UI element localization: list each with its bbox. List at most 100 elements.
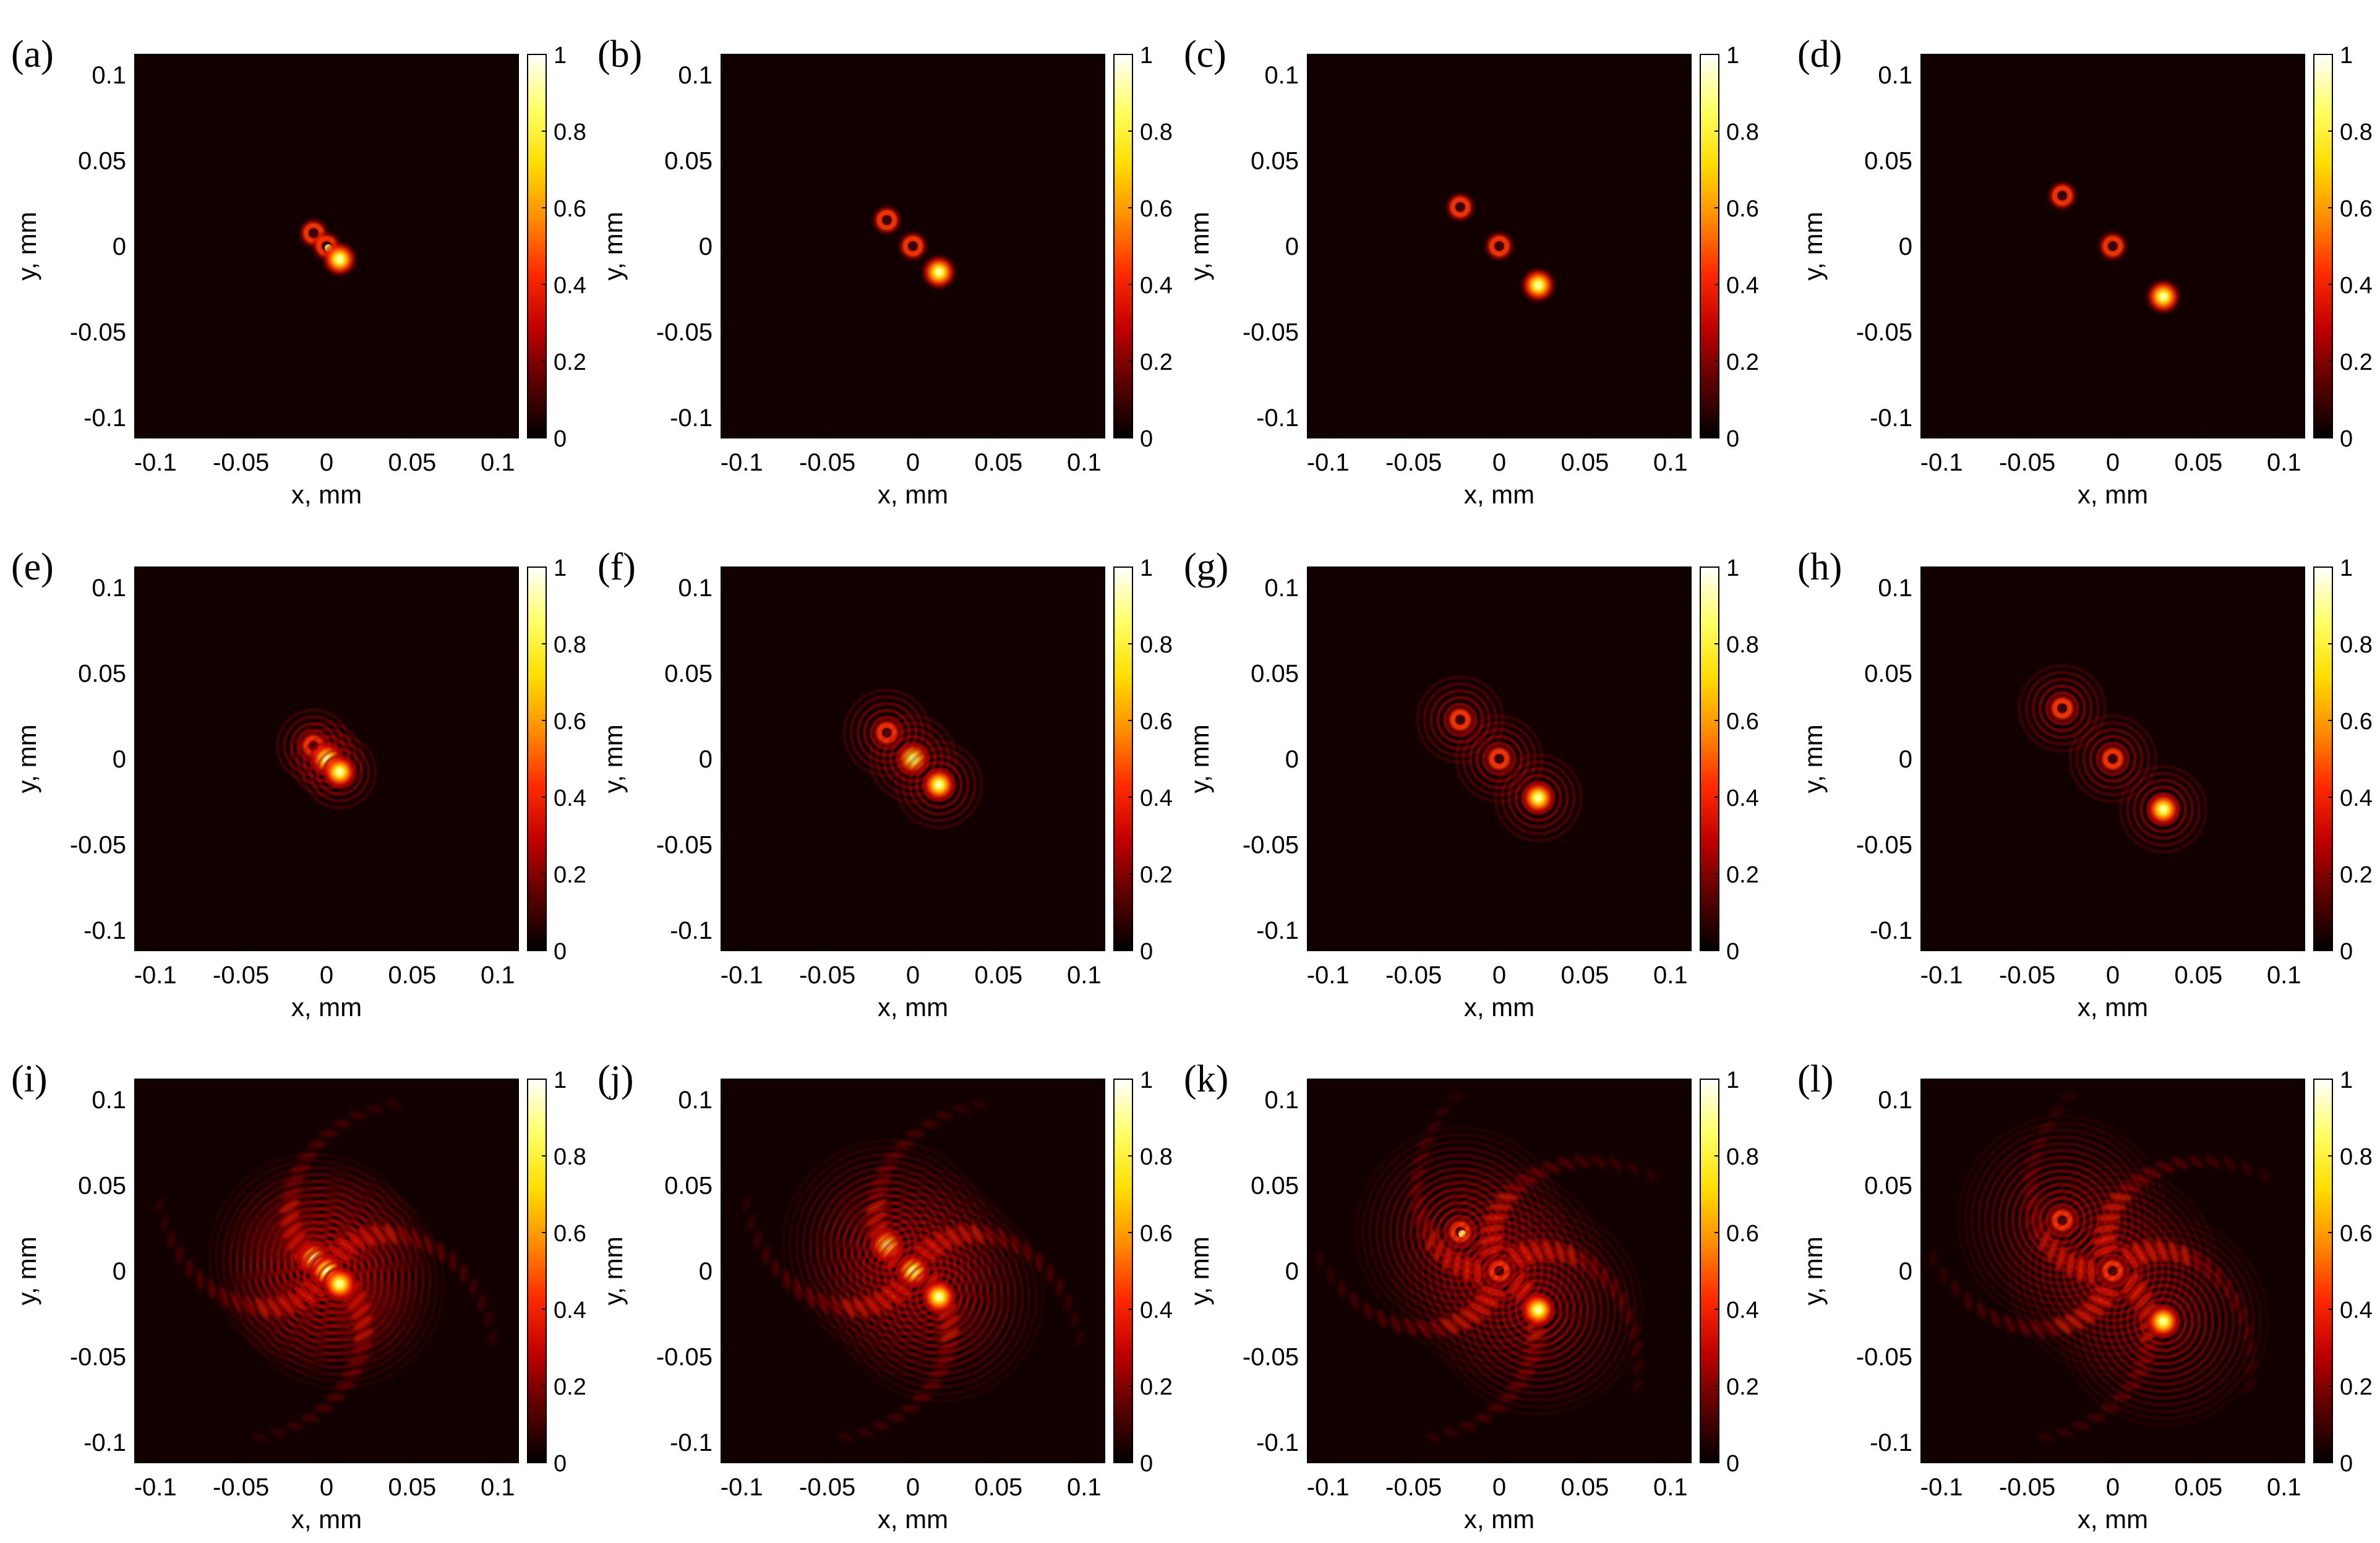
x-tick-label: 0 [2106,449,2120,476]
beam-spot [2119,765,2208,854]
diffraction-ring [868,1226,957,1315]
y-tick-label: 0.1 [1264,62,1299,89]
colorbar-tick-label: 1 [1140,43,1153,69]
colorbar-gradient [2313,54,2333,438]
bright-peak [920,1278,958,1316]
beam-spot [1494,753,1583,842]
arm-fringe [2023,1181,2039,1197]
x-tick-label: 0 [2106,1474,2120,1501]
arm-fringe [477,1293,486,1311]
intensity-field [1416,675,1583,842]
arm-fringe [307,1140,328,1148]
colorbar: 1 0.8 0.6 0.4 0.2 0 [1113,43,1173,452]
arm-fringe [782,1270,790,1290]
panel-h: (h) -0.1 -0.05 0 0.05 0.1 0.1 0.05 0 -0.05 -0.1 x, … [1797,546,2373,1022]
arm-fringe [1418,1137,1434,1148]
colorbar-gradient [527,566,547,951]
colorbar: 1 0.8 0.6 0.4 0.2 0 [527,1067,586,1477]
colorbar-tick-label: 0 [554,426,567,452]
diffraction-ring [302,1246,377,1322]
x-tick-label: 0.05 [974,962,1022,989]
diffraction-ring [315,1260,364,1308]
x-tick-label: 0.05 [1560,1474,1609,1501]
diffraction-ring [2024,670,2100,746]
y-tick-label: 0.05 [1251,1173,1299,1200]
bright-peak [321,753,359,791]
colorbar-tick-label: 0.6 [1726,196,1759,222]
arm-fringe [1475,1294,1500,1307]
beam-spot [897,230,929,262]
colorbar-tick-label: 0.2 [2340,1374,2373,1400]
y-tick-label: -0.05 [656,831,713,858]
diffraction-ring [2068,714,2157,803]
arm-fringe [2047,1238,2058,1262]
diffraction-ring [908,1266,970,1328]
arm-fringe [2088,1294,2113,1307]
diffraction-ring [2092,1250,2235,1393]
beam-spot [1444,190,1476,223]
vortex-core [2108,241,2118,251]
diffraction-ring [1361,1133,1559,1331]
x-tick-label: 0 [320,1474,333,1501]
arm-fringe [1631,1378,1643,1393]
panel-c: (c) -0.1 -0.05 0 0.05 0.1 0.1 0.05 0 -0.05 -0.1 x, … [1184,33,1759,509]
colorbar-tick-label: 0.8 [2340,1144,2373,1170]
diffraction-ring [1475,1247,1523,1295]
arm-fringe [865,1200,887,1213]
diffraction-ring [221,1166,406,1350]
colorbar-tick-label: 1 [2340,1067,2353,1093]
diffraction-ring [249,1193,379,1323]
diffraction-ring [842,1200,931,1289]
diffraction-ring [241,1185,439,1383]
arm-fringe [2023,1166,2039,1181]
diffraction-ring [283,1227,345,1289]
beam-spot [1956,1114,2168,1326]
colorbar-gradient [1113,1079,1133,1463]
x-tick-label: 0.1 [1653,962,1688,989]
y-tick-label: -0.05 [656,1343,713,1370]
y-tick-label: -0.1 [83,1429,126,1456]
arm-fringe [207,1279,216,1300]
arm-fringe [1410,1195,1426,1212]
diffraction-ring [875,721,951,797]
arm-fringe [2129,1174,2151,1184]
diffraction-ring [1441,1213,1557,1329]
x-tick-label: 0.1 [2267,449,2301,476]
colorbar-tick-label: 0 [2340,426,2353,452]
diffraction-ring [215,1159,413,1357]
diffraction-ring [2021,1179,2205,1363]
arm-fringe [1390,1314,1402,1333]
arm-fringe [384,1223,398,1245]
diffraction-ring [296,728,357,790]
arm-fringe [1567,1244,1577,1268]
diffraction-ring [309,1253,370,1315]
diffraction-ring [2031,677,2093,739]
arm-fringe [944,1226,962,1247]
y-tick-label: 0 [699,233,713,260]
arm-fringe [1627,1161,1640,1176]
arm-fringe [1487,1404,1507,1412]
arm-fringe [933,1231,952,1250]
arm-fringe [280,1211,301,1226]
arm-fringe [1591,1155,1606,1169]
colorbar-tick-label: 0.6 [1140,1221,1173,1247]
colorbar-tick-label: 0.4 [1726,273,1759,299]
colorbar-gradient [527,1079,547,1463]
diffraction-ring [882,1240,944,1302]
beam-spot [2097,230,2129,262]
arm-fringe [371,1224,387,1245]
beam-spot [1393,1165,1605,1377]
arm-fringe [1632,1341,1643,1357]
arm-fringe [970,1223,984,1245]
arm-fringe [460,1263,468,1283]
diffraction-ring [275,1220,378,1322]
colorbar-tick-label: 0.6 [554,709,586,735]
diffraction-ring [242,1186,385,1330]
y-tick-label: 0 [1285,1258,1299,1285]
y-tick-label: 0.1 [92,575,126,602]
arm-fringe [411,1228,422,1250]
arm-fringe [1350,1292,1359,1310]
colorbar-tick-label: 0.8 [554,1144,586,1170]
vortex-core [908,241,918,251]
y-tick-label: 0.05 [78,148,126,175]
